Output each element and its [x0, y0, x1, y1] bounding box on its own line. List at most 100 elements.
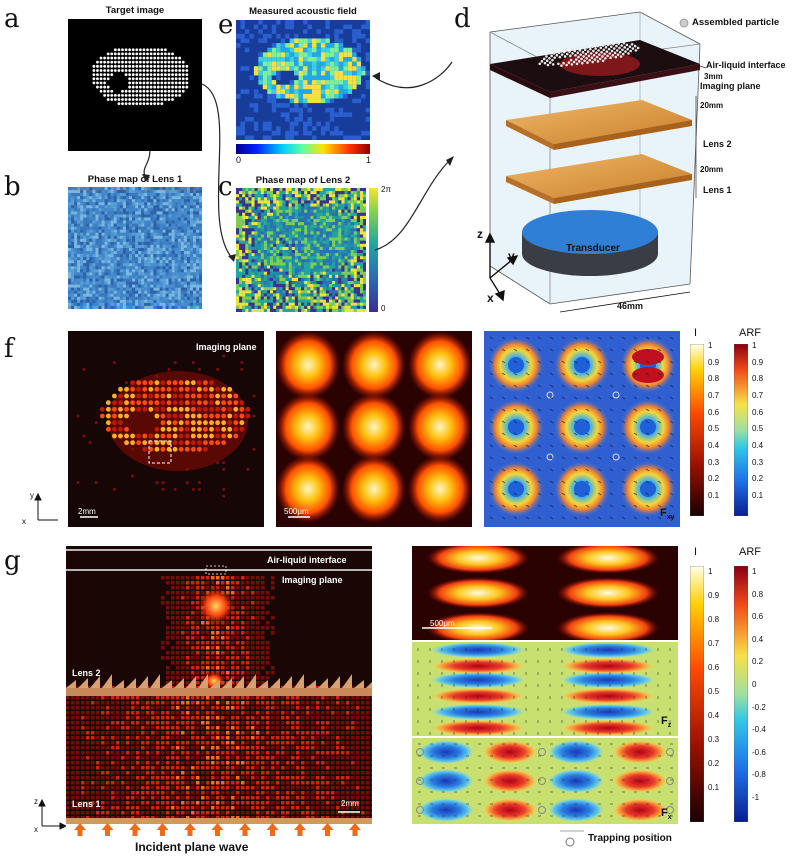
phase2-pixel [316, 200, 320, 204]
target-dot [163, 69, 167, 72]
phase2-pixel [282, 206, 286, 210]
phase1-pixel [119, 266, 123, 270]
phase1-pixel [162, 214, 166, 218]
measured-pixel [320, 52, 326, 58]
target-dot [160, 98, 164, 101]
phase2-pixel [248, 228, 252, 232]
phase1-pixel [98, 281, 102, 285]
phase2-pixel [257, 302, 261, 306]
measured-pixel [253, 47, 259, 53]
phase2-pixel [236, 287, 240, 291]
phase2-pixel [313, 250, 317, 254]
measured-pixel [365, 20, 370, 25]
field-dot [118, 406, 123, 412]
phase2-pixel [363, 206, 366, 210]
phase1-pixel [132, 281, 136, 285]
phase1-pixel [71, 290, 75, 294]
assembled-particle [589, 52, 593, 55]
phase2-pixel [356, 305, 360, 309]
target-dot [146, 56, 149, 60]
phase1-pixel [83, 269, 87, 273]
measured-pixel [307, 66, 313, 71]
field-dot [131, 447, 135, 451]
phase2-pixel [251, 243, 255, 247]
measured-pixel [311, 80, 317, 85]
phase1-pixel [174, 302, 178, 306]
phase2-pixel [251, 265, 255, 269]
phase2-pixel [310, 234, 314, 238]
phase2-pixel [273, 284, 277, 288]
phase1-pixel [165, 232, 169, 236]
phase2-pixel [310, 268, 314, 272]
measured-pixel [316, 52, 321, 58]
phase1-pixel [135, 202, 139, 206]
phase1-pixel [144, 290, 148, 294]
phase1-pixel [86, 196, 90, 200]
phase1-pixel [119, 248, 123, 252]
phase2-pixel [251, 209, 255, 213]
phase1-pixel [77, 226, 81, 230]
field-dot [190, 380, 196, 386]
phase2-pixel [267, 262, 271, 266]
measured-pixel [271, 70, 277, 76]
phase1-pixel [83, 196, 87, 200]
phase1-pixel [190, 244, 194, 248]
phase1-pixel [183, 223, 187, 227]
measured-pixel [271, 130, 277, 136]
phase1-pixel [162, 187, 166, 191]
phase1-pixel [159, 193, 163, 197]
target-dot [110, 89, 114, 93]
phase2-pixel [263, 287, 267, 291]
phase1-pixel [68, 296, 72, 300]
field-dot [148, 380, 154, 386]
phase2-pixel [282, 234, 286, 238]
phase2-pixel [347, 293, 351, 297]
phase1-pixel [174, 187, 178, 191]
measured-pixel [253, 98, 259, 104]
phase1-pixel [159, 220, 163, 224]
measured-pixel [352, 56, 357, 62]
assembled-particle [588, 58, 592, 62]
phase1-pixel [168, 238, 172, 242]
phase1-pixel [95, 241, 99, 245]
phase1-pixel [150, 229, 154, 233]
phase1-pixel [119, 278, 123, 282]
field-dot [160, 393, 166, 399]
phase1-pixel [110, 284, 114, 288]
phase1-pixel [174, 257, 178, 261]
measured-pixel [347, 93, 353, 99]
measured-pixel [343, 52, 348, 58]
phase2-pixel [316, 215, 320, 219]
measured-pixel [244, 38, 250, 44]
phase2-pixel [341, 237, 345, 241]
target-dot [181, 85, 185, 89]
phase2-pixel [254, 234, 258, 238]
phase1-pixel [101, 290, 105, 294]
assembled-particle [562, 61, 565, 65]
measured-pixel [289, 29, 295, 34]
phase1-pixel [83, 299, 87, 303]
phase2-pixel [341, 305, 345, 309]
measured-pixel [298, 61, 304, 67]
phase2-pixel [353, 212, 357, 216]
target-dot [185, 77, 189, 81]
phase2-pixel [276, 240, 280, 244]
phase2-pixel [353, 215, 357, 219]
phase1-pixel [104, 260, 108, 264]
phase1-pixel [92, 241, 96, 245]
phase1-pixel [171, 248, 175, 252]
phase1-pixel [153, 251, 157, 255]
target-dot [135, 93, 139, 97]
measured-pixel [347, 61, 353, 67]
phase1-pixel [125, 254, 129, 258]
phase2-pixel [260, 240, 264, 244]
measured-pixel [253, 107, 259, 113]
phase2-pixel [254, 228, 258, 232]
field-dot [172, 393, 178, 399]
phase1-pixel [129, 232, 133, 236]
phase2-pixel [298, 240, 302, 244]
phase2-pixel [294, 287, 298, 291]
measured-pixel [325, 43, 330, 48]
f-scalebar-2mm: 2mm [78, 507, 96, 516]
measured-pixel [303, 93, 308, 99]
